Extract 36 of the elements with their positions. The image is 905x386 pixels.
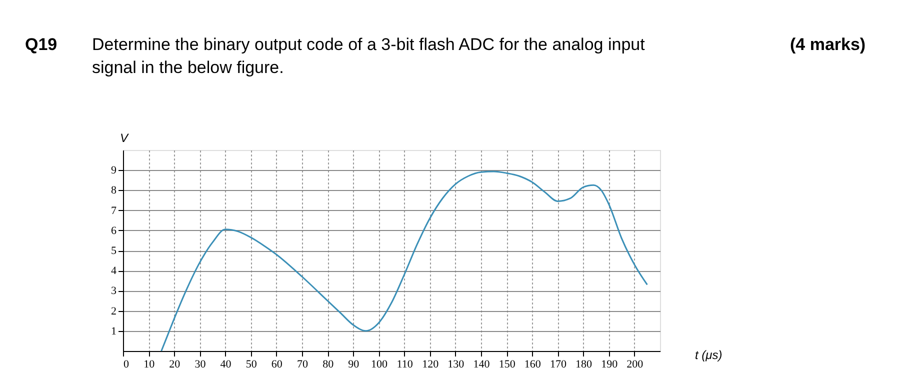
- y-tick-label: 4: [111, 265, 117, 278]
- x-tick-label: 10: [144, 358, 156, 370]
- y-tick-label: 2: [111, 305, 116, 318]
- x-tick-label: 130: [448, 358, 465, 370]
- x-tick-label: 170: [550, 358, 567, 370]
- x-tick-label: 160: [524, 358, 542, 370]
- x-tick-label: 20: [169, 358, 181, 370]
- y-axis-title: V: [120, 131, 129, 145]
- x-tick-label: 40: [220, 358, 232, 370]
- y-tick-label: 3: [111, 285, 117, 298]
- text: (4 marks): [790, 35, 866, 54]
- x-tick-label: 30: [194, 358, 206, 370]
- x-tick-label: 50: [246, 358, 258, 370]
- x-tick-label: 200: [626, 358, 644, 370]
- x-tick-label: 110: [396, 358, 414, 370]
- x-tick-label: 190: [601, 358, 618, 370]
- y-tick-label: 7: [111, 204, 117, 217]
- chart-title: Determine the binary output code of a 3-bit flash ADC for the analog input signal in the below figure.: [92, 35, 646, 77]
- x-tick-label: 150: [498, 358, 516, 370]
- y-tick-label: 8: [111, 184, 117, 197]
- x-tick-label: 180: [576, 358, 593, 370]
- y-tick-label: 9: [111, 164, 117, 177]
- x-tick-label: 60: [271, 358, 283, 370]
- y-tick-label: 5: [111, 245, 117, 257]
- x-tick-label: 90: [348, 358, 360, 370]
- x-tick-label: 140: [473, 358, 490, 370]
- x-tick-label: 70: [297, 358, 308, 370]
- x-axis-title: t (μs): [695, 348, 722, 362]
- x-tick-label: 100: [370, 358, 388, 370]
- y-tick-label: 6: [111, 224, 117, 237]
- text: Q19: [25, 35, 58, 54]
- x-tick-label: 80: [322, 358, 334, 370]
- x-tick-label: 0: [124, 358, 130, 370]
- y-tick-label: 1: [111, 325, 116, 338]
- x-tick-label: 120: [422, 358, 440, 370]
- line-series: [160, 170, 648, 352]
